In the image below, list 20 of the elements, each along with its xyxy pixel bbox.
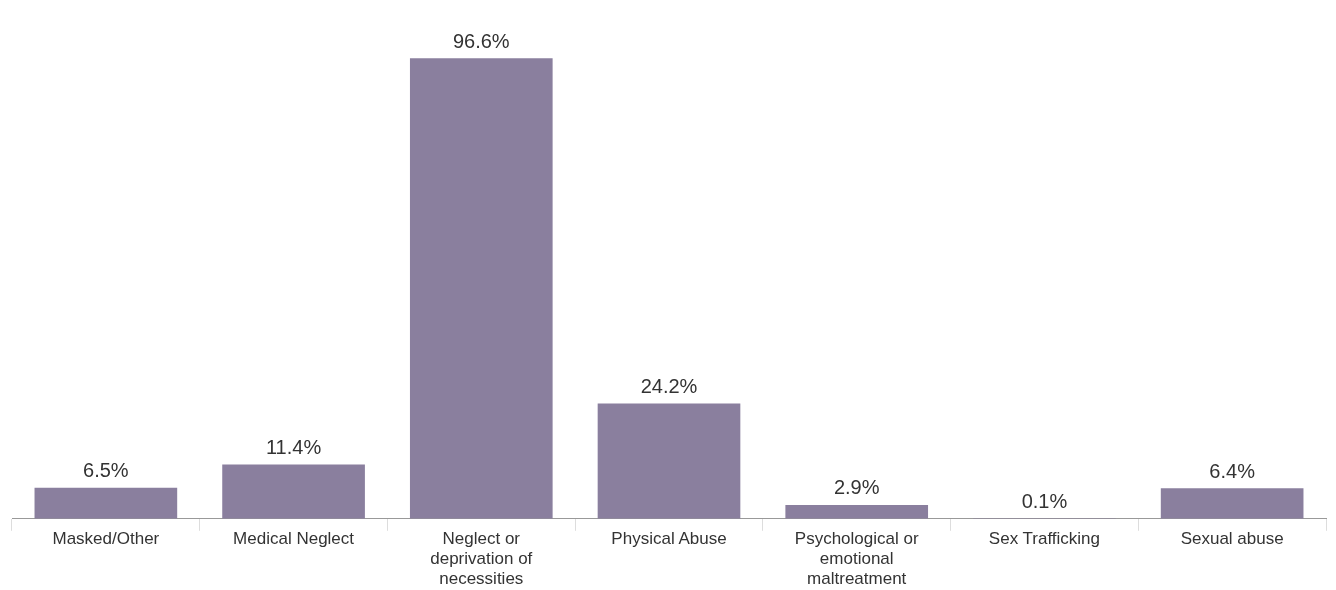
data-label: 6.4% [1209, 459, 1256, 482]
bar [785, 504, 929, 519]
data-label: 2.9% [833, 476, 880, 499]
data-label: 6.5% [83, 459, 129, 482]
data-label: 96.6% [452, 29, 510, 52]
data-label: 11.4% [265, 435, 322, 458]
bar [34, 487, 178, 519]
x-tick-label: Sex Trafficking [988, 528, 1101, 548]
bar [597, 403, 741, 519]
bar [409, 58, 553, 519]
data-label: 24.2% [640, 374, 698, 397]
x-tick-label: Neglect or deprivation of necessities [430, 528, 533, 589]
x-tick-label: Medical Neglect [233, 528, 355, 548]
bar [1160, 488, 1304, 519]
x-tick-label: Psychological or emotional maltreatment [794, 528, 919, 589]
x-tick-label: Masked/Other [52, 528, 160, 548]
data-label: 0.1% [1021, 489, 1068, 512]
x-tick-label: Sexual abuse [1180, 528, 1284, 548]
bar [222, 464, 365, 519]
x-tick-label: Physical Abuse [611, 528, 727, 548]
